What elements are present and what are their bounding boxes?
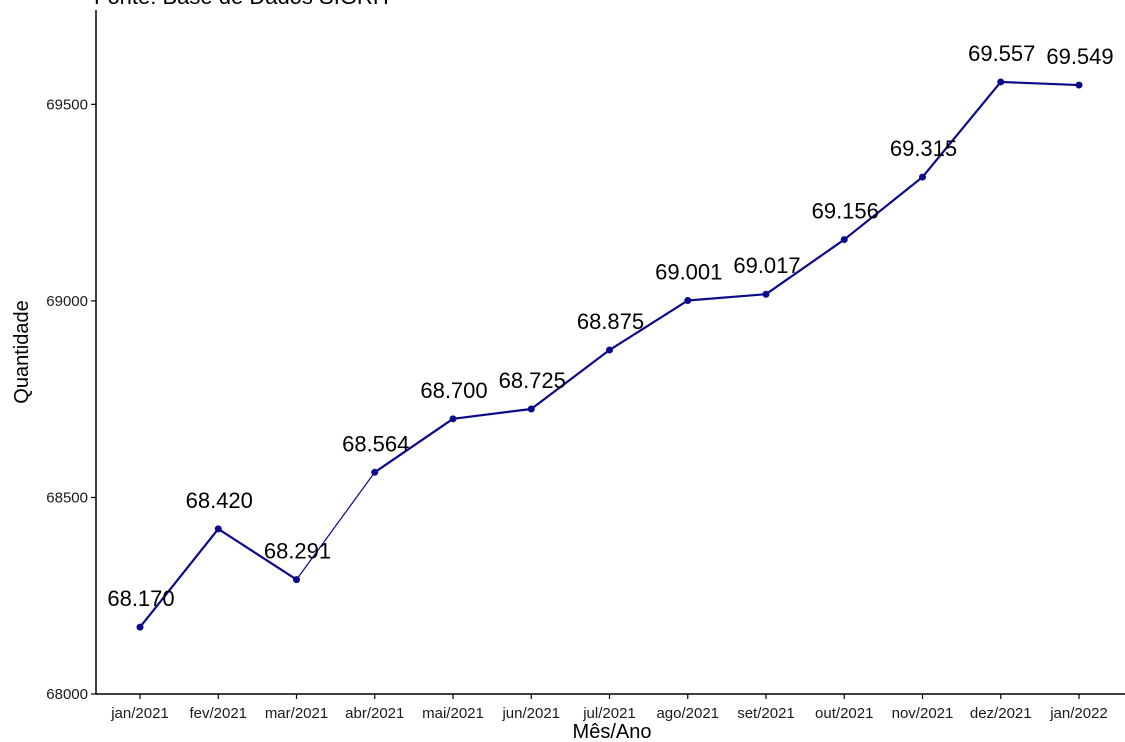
series-segment xyxy=(217,527,298,581)
data-point xyxy=(1075,81,1083,89)
data-point xyxy=(293,576,300,584)
data-label: 68.725 xyxy=(499,368,566,393)
series-segment xyxy=(530,349,611,410)
x-tick-label: set/2021 xyxy=(737,705,795,722)
y-tick-label: 69000 xyxy=(46,293,88,310)
x-tick-label: mai/2021 xyxy=(422,705,484,722)
x-tick-label: nov/2021 xyxy=(892,705,954,722)
data-point xyxy=(527,405,535,413)
series-segment xyxy=(921,81,1002,178)
data-point xyxy=(136,623,144,631)
series-segment xyxy=(374,417,454,474)
x-axis-title: Mês/Ano xyxy=(573,721,652,742)
data-point xyxy=(606,346,613,354)
x-ticks: jan/2021 fev/2021 mar/2021 abr/2021 mai/2021… xyxy=(110,694,1108,722)
data-label: 68.170 xyxy=(107,586,174,611)
data-label: 68.700 xyxy=(420,378,487,403)
data-point xyxy=(214,525,222,533)
data-label: 68.291 xyxy=(264,539,331,564)
y-tick-label: 68000 xyxy=(46,686,88,703)
data-label: 68.564 xyxy=(342,431,409,456)
data-label: 69.557 xyxy=(968,41,1035,66)
data-point xyxy=(762,290,770,298)
x-tick-label: jun/2021 xyxy=(501,705,560,722)
y-tick-label: 69500 xyxy=(46,96,88,113)
data-labels: 68.170 68.420 68.291 68.564 68.700 68.725 68.8… xyxy=(107,41,1113,611)
x-tick-label: ago/2021 xyxy=(656,705,719,722)
data-label: 69.017 xyxy=(733,253,800,278)
source-note: Fonte: Base de Dados SIGRH xyxy=(94,0,389,9)
y-tick-label: 68500 xyxy=(46,489,88,506)
y-ticks: 68000 68500 69000 69500 xyxy=(46,96,96,703)
x-tick-label: jan/2021 xyxy=(110,705,169,722)
series-segment xyxy=(1000,80,1080,87)
series-segment xyxy=(687,293,767,302)
series-segment xyxy=(765,238,845,296)
x-tick-label: dez/2021 xyxy=(970,705,1032,722)
data-label: 69.001 xyxy=(655,260,722,285)
x-tick-label: abr/2021 xyxy=(345,705,404,722)
y-axis-title: Quantidade xyxy=(11,300,33,403)
data-point xyxy=(840,236,848,244)
data-point xyxy=(997,78,1005,86)
x-tick-label: fev/2021 xyxy=(189,705,247,722)
data-label: 69.156 xyxy=(812,199,879,224)
data-label: 69.549 xyxy=(1046,44,1113,69)
data-label: 69.315 xyxy=(890,136,957,161)
data-label: 68.420 xyxy=(186,488,253,513)
data-point xyxy=(449,415,457,423)
data-label: 68.875 xyxy=(577,309,644,334)
x-tick-label: mar/2021 xyxy=(265,705,328,722)
x-tick-label: out/2021 xyxy=(815,705,873,722)
series-segment xyxy=(608,299,689,351)
series-segment xyxy=(452,407,532,420)
series-segment xyxy=(843,176,924,241)
x-tick-label: jul/2021 xyxy=(582,705,636,722)
series-quantidade xyxy=(136,78,1083,631)
series-segment xyxy=(139,528,220,628)
data-point xyxy=(919,173,926,181)
data-point xyxy=(684,297,692,305)
x-tick-label: jan/2022 xyxy=(1049,705,1108,722)
data-point xyxy=(371,468,379,476)
series-segment xyxy=(296,471,376,580)
